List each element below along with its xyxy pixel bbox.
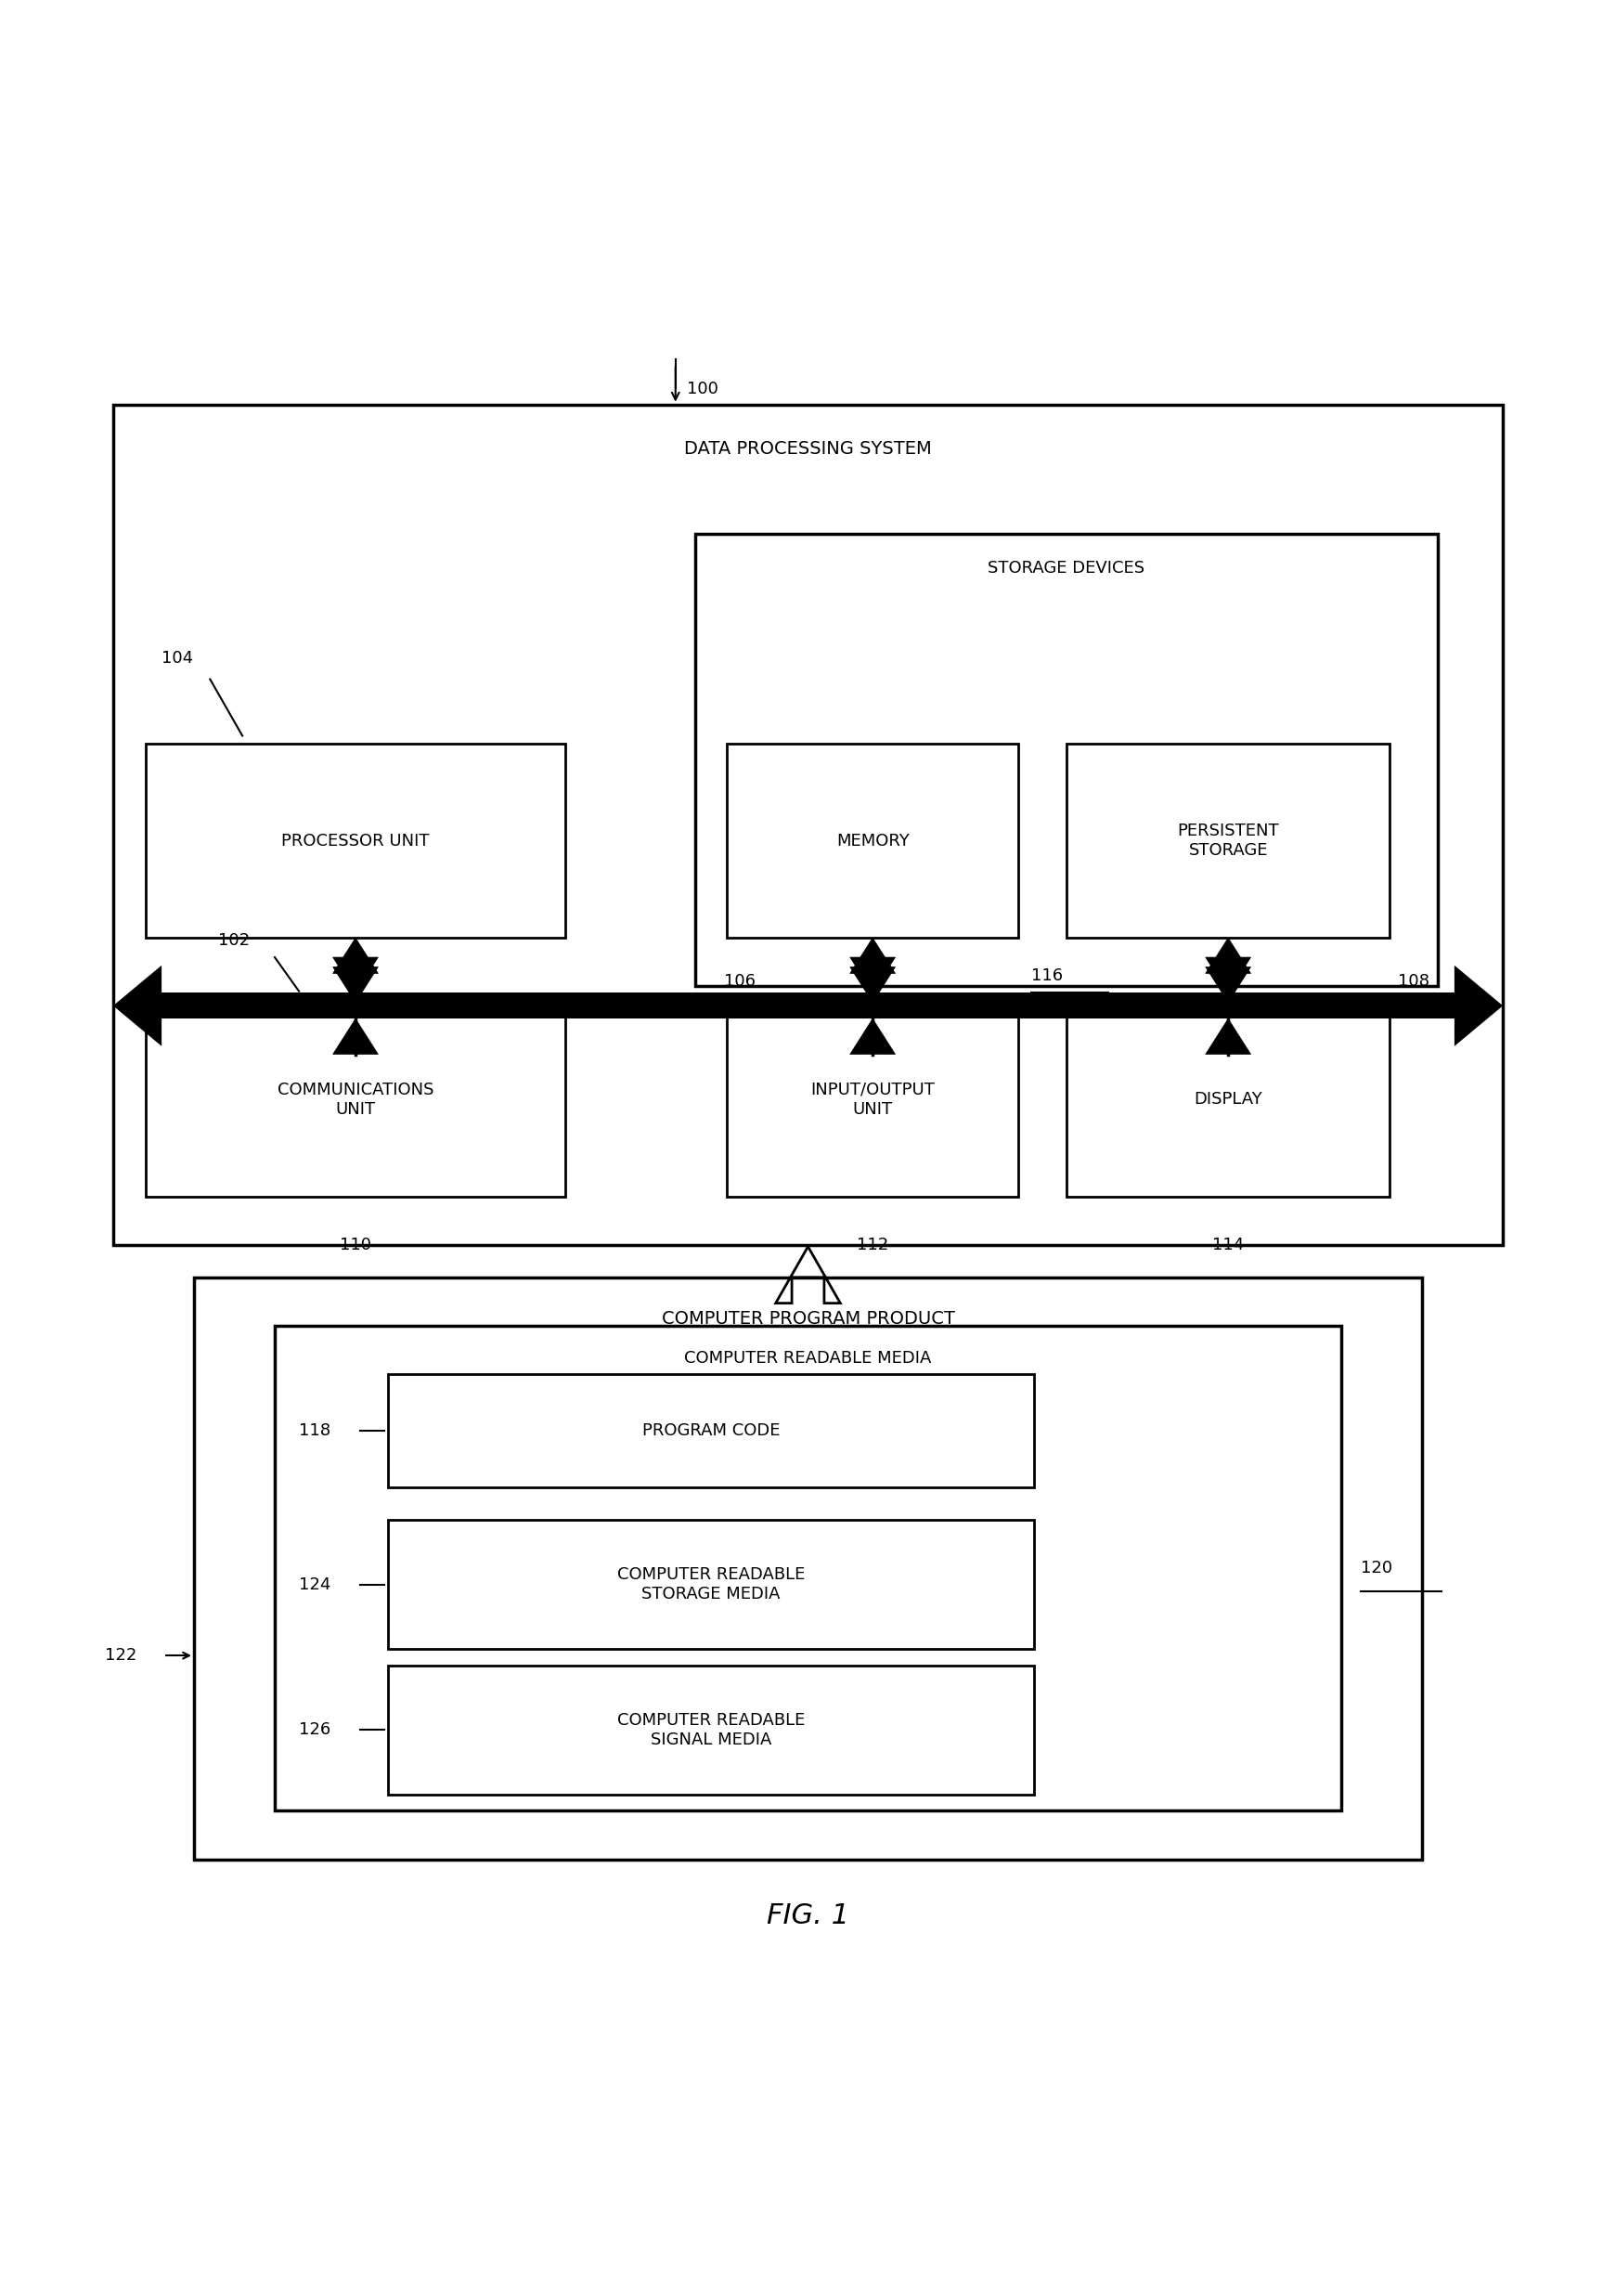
Text: COMMUNICATIONS
UNIT: COMMUNICATIONS UNIT bbox=[278, 1081, 433, 1118]
Text: 120: 120 bbox=[1361, 1559, 1393, 1577]
FancyBboxPatch shape bbox=[388, 1520, 1034, 1649]
FancyBboxPatch shape bbox=[388, 1665, 1034, 1795]
Text: COMPUTER PROGRAM PRODUCT: COMPUTER PROGRAM PRODUCT bbox=[661, 1309, 955, 1327]
Polygon shape bbox=[850, 937, 895, 974]
Text: 124: 124 bbox=[299, 1575, 331, 1593]
FancyBboxPatch shape bbox=[145, 1003, 566, 1196]
Text: DISPLAY: DISPLAY bbox=[1194, 1091, 1262, 1109]
Polygon shape bbox=[850, 957, 895, 992]
Text: 110: 110 bbox=[339, 1238, 372, 1254]
Text: 122: 122 bbox=[105, 1646, 137, 1665]
Text: COMPUTER READABLE MEDIA: COMPUTER READABLE MEDIA bbox=[684, 1350, 932, 1366]
Text: 106: 106 bbox=[724, 974, 756, 990]
Text: 102: 102 bbox=[218, 932, 250, 948]
Text: 104: 104 bbox=[162, 650, 194, 666]
Text: PROCESSOR UNIT: PROCESSOR UNIT bbox=[281, 833, 430, 850]
Text: FIG. 1: FIG. 1 bbox=[766, 1903, 850, 1929]
Polygon shape bbox=[1206, 937, 1251, 974]
Polygon shape bbox=[850, 967, 895, 1003]
Text: 126: 126 bbox=[299, 1722, 331, 1738]
Text: COMPUTER READABLE
STORAGE MEDIA: COMPUTER READABLE STORAGE MEDIA bbox=[617, 1566, 805, 1603]
Polygon shape bbox=[1206, 957, 1251, 992]
FancyBboxPatch shape bbox=[727, 744, 1018, 937]
Text: PERSISTENT
STORAGE: PERSISTENT STORAGE bbox=[1178, 822, 1278, 859]
Polygon shape bbox=[1206, 967, 1251, 1003]
Polygon shape bbox=[1206, 1019, 1251, 1054]
Polygon shape bbox=[333, 937, 378, 974]
FancyBboxPatch shape bbox=[1067, 744, 1390, 937]
Polygon shape bbox=[1454, 964, 1503, 1047]
Text: PROGRAM CODE: PROGRAM CODE bbox=[642, 1424, 781, 1440]
Polygon shape bbox=[162, 992, 1454, 1019]
Text: 100: 100 bbox=[687, 381, 718, 397]
Polygon shape bbox=[333, 957, 378, 992]
Polygon shape bbox=[850, 1019, 895, 1054]
Polygon shape bbox=[333, 1019, 378, 1054]
FancyBboxPatch shape bbox=[695, 533, 1438, 987]
FancyBboxPatch shape bbox=[145, 744, 566, 937]
Text: 118: 118 bbox=[299, 1424, 331, 1440]
FancyBboxPatch shape bbox=[388, 1375, 1034, 1488]
FancyBboxPatch shape bbox=[275, 1325, 1341, 1812]
Text: 116: 116 bbox=[1031, 967, 1063, 983]
Polygon shape bbox=[333, 967, 378, 1003]
Text: COMPUTER READABLE
SIGNAL MEDIA: COMPUTER READABLE SIGNAL MEDIA bbox=[617, 1713, 805, 1747]
FancyBboxPatch shape bbox=[113, 404, 1503, 1244]
FancyBboxPatch shape bbox=[1067, 1003, 1390, 1196]
Text: STORAGE DEVICES: STORAGE DEVICES bbox=[987, 560, 1146, 576]
Polygon shape bbox=[776, 1247, 840, 1304]
Text: 108: 108 bbox=[1398, 974, 1430, 990]
Text: 114: 114 bbox=[1212, 1238, 1244, 1254]
Text: MEMORY: MEMORY bbox=[835, 833, 910, 850]
Polygon shape bbox=[113, 964, 162, 1047]
FancyBboxPatch shape bbox=[194, 1277, 1422, 1860]
Text: DATA PROCESSING SYSTEM: DATA PROCESSING SYSTEM bbox=[684, 441, 932, 457]
Text: INPUT/OUTPUT
UNIT: INPUT/OUTPUT UNIT bbox=[811, 1081, 934, 1118]
FancyBboxPatch shape bbox=[727, 1003, 1018, 1196]
Text: 112: 112 bbox=[856, 1238, 889, 1254]
